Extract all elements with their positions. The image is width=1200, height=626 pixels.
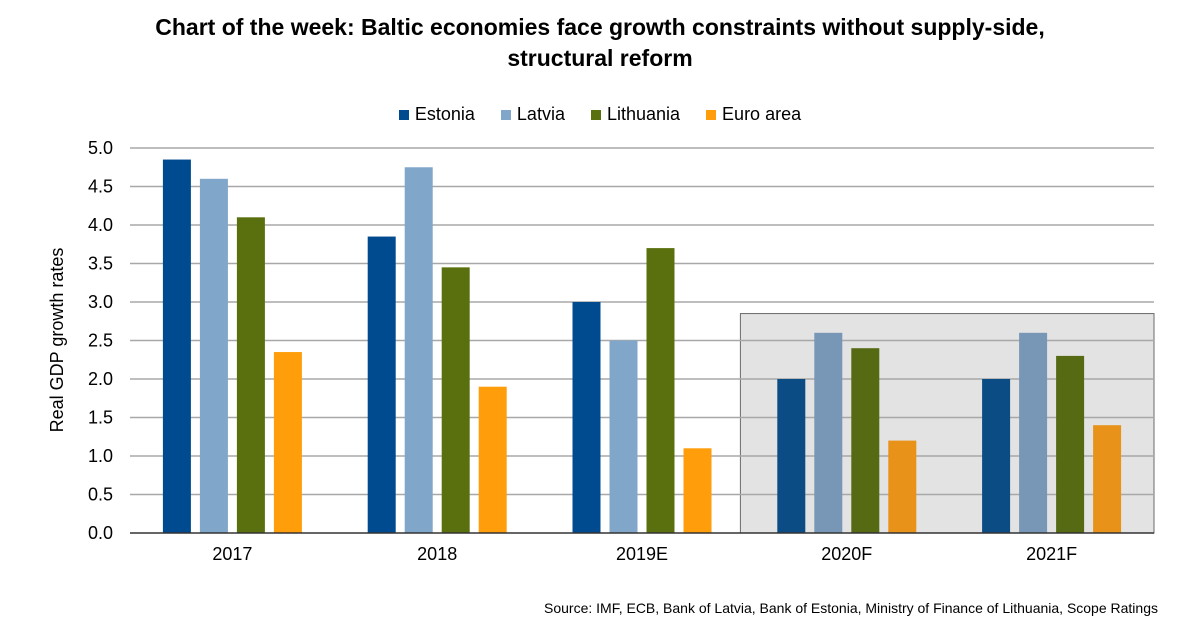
y-tick-label: 2.0: [88, 369, 113, 389]
legend-swatch-lithuania: [590, 109, 601, 120]
y-axis-label: Real GDP growth rates: [47, 248, 67, 433]
chart-title-line-1: Chart of the week: Baltic economies face…: [155, 14, 1045, 40]
legend-swatch-estonia: [398, 109, 409, 120]
forecast-shade-group: [739, 313, 1155, 534]
bar-lithuania-2018: [441, 267, 470, 533]
chart-title-line-2: structural reform: [507, 45, 693, 71]
y-tick-label: 0.5: [88, 485, 113, 505]
bar-estonia-2021f: [982, 379, 1011, 533]
bar-estonia-2020f: [777, 379, 806, 533]
legend-item-lithuania: Lithuania: [590, 104, 681, 125]
bar-lithuania-2017: [236, 217, 265, 534]
legend-label-latvia: Latvia: [516, 104, 565, 124]
bar-euro-area-2021f: [1093, 425, 1122, 533]
legend-swatch-euro-area: [706, 109, 717, 120]
bar-euro-area-2019e: [683, 448, 712, 533]
x-tick-label: 2020F: [821, 544, 872, 564]
axes: 0.0 0.5 1.0 1.5 2.0 2.5 3.0 3.5 4.0 4.5 5.0 2017 201…: [88, 138, 1154, 564]
bar-latvia-2021f: [1019, 332, 1048, 533]
bar-latvia-2019e: [609, 340, 638, 533]
bar-lithuania-2019e: [646, 248, 675, 533]
y-tick-label: 5.0: [88, 138, 113, 158]
forecast-shaded-region: [739, 313, 1155, 534]
bar-euro-area-2017: [273, 352, 302, 533]
x-tick-label: 2021F: [1026, 544, 1077, 564]
y-tick-label: 3.0: [88, 292, 113, 312]
bar-latvia-2017: [199, 178, 228, 534]
y-tick-label: 4.5: [88, 177, 113, 197]
x-tick-label: 2017: [212, 544, 252, 564]
y-tick-label: 0.0: [88, 523, 113, 543]
bar-latvia-2018: [404, 167, 433, 533]
y-tick-label: 3.5: [88, 254, 113, 274]
bar-estonia-2017: [162, 159, 191, 534]
bar-estonia-2018: [367, 236, 396, 534]
x-tick-label: 2018: [417, 544, 457, 564]
y-tick-label: 4.0: [88, 215, 113, 235]
bar-euro-area-2018: [478, 386, 507, 533]
legend-label-estonia: Estonia: [414, 104, 475, 124]
legend: Estonia Latvia Lithuania Euro area: [0, 104, 1200, 125]
legend-label-lithuania: Lithuania: [606, 104, 681, 124]
legend-label-euro-area: Euro area: [722, 104, 802, 124]
y-tick-label: 1.0: [88, 446, 113, 466]
bar-lithuania-2020f: [851, 348, 880, 533]
y-tick-label: 1.5: [88, 408, 113, 428]
legend-swatch-latvia: [500, 109, 511, 120]
bar-estonia-2019e: [572, 302, 601, 533]
bar-latvia-2020f: [814, 332, 843, 533]
legend-item-estonia: Estonia: [398, 104, 475, 125]
source-note: Source: IMF, ECB, Bank of Latvia, Bank o…: [544, 600, 1158, 616]
legend-item-latvia: Latvia: [500, 104, 565, 125]
chart-title: Chart of the week: Baltic economies face…: [0, 12, 1200, 74]
x-tick-label: 2019E: [616, 544, 668, 564]
bars: [162, 159, 1122, 534]
bar-lithuania-2021f: [1056, 355, 1085, 533]
legend-item-euro-area: Euro area: [706, 104, 801, 125]
y-tick-label: 2.5: [88, 331, 113, 351]
bar-euro-area-2020f: [888, 440, 917, 533]
